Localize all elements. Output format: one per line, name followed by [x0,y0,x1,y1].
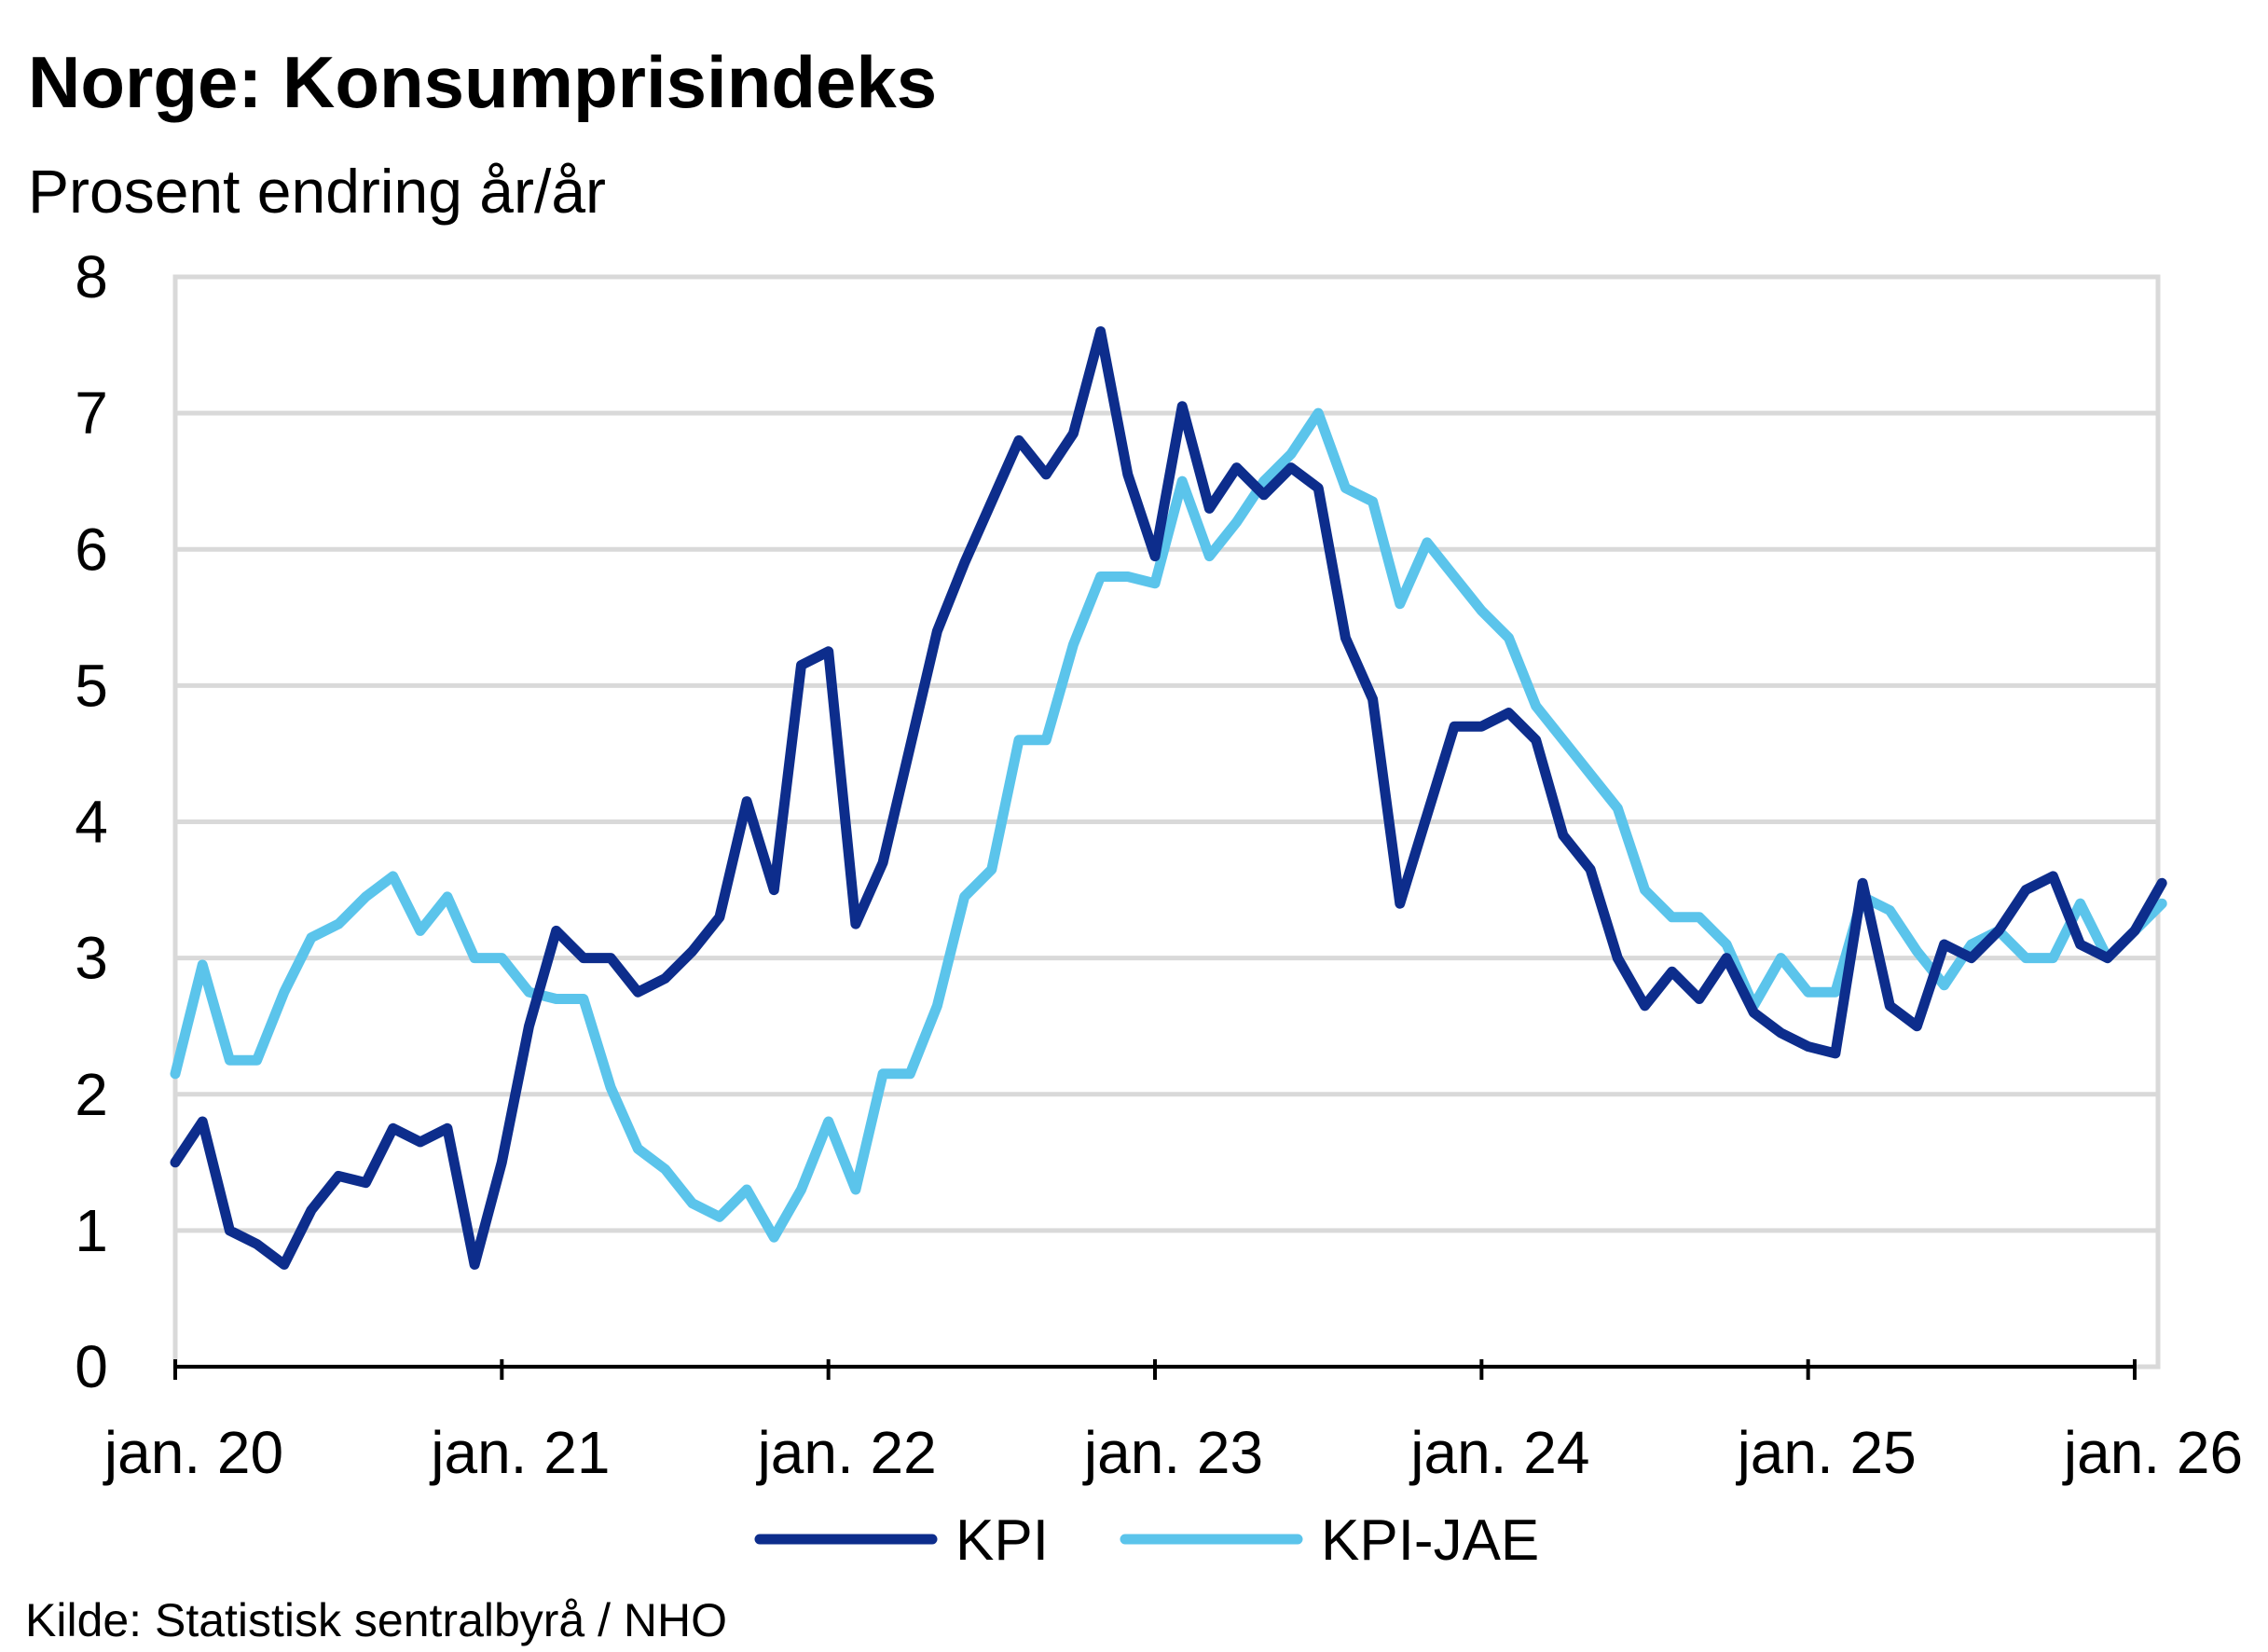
x-tick-label: jan. 22 [756,1419,937,1486]
y-axis: 0 1 2 3 4 5 6 7 8 [75,243,108,1400]
x-axis: jan. 20 jan. 21 jan. 22 jan. 23 jan. 24 jan. … [103,1359,2243,1486]
y-tick-label: 5 [75,652,108,719]
source-note: Kilde: Statistisk sentralbyrå / NHO [25,1594,727,1646]
y-tick-label: 3 [75,925,108,992]
y-tick-label: 1 [75,1197,108,1264]
legend: KPI KPI-JAE [754,1508,1539,1573]
legend-label-kpi: KPI [955,1508,1049,1573]
series-line-kpi [170,326,2167,1270]
x-tick-label: jan. 26 [2062,1419,2243,1486]
y-tick-label: 4 [75,789,108,856]
y-tick-label: 8 [75,243,108,310]
y-tick-label: 7 [75,379,108,447]
chart-subtitle: Prosent endring år/år [28,157,606,226]
x-tick-label: jan. 25 [1736,1419,1917,1486]
legend-label-kpi-jae: KPI-JAE [1321,1508,1539,1573]
x-tick-label: jan. 23 [1082,1419,1263,1486]
series-group [170,326,2167,1270]
x-tick-label: jan. 24 [1409,1419,1589,1486]
x-tick-label: jan. 20 [103,1419,283,1486]
y-tick-label: 0 [75,1333,108,1400]
x-tick-label: jan. 21 [429,1419,610,1486]
series-line-kpi-jae [170,407,2167,1243]
y-tick-label: 2 [75,1061,108,1128]
y-tick-label: 6 [75,516,108,583]
chart-title: Norge: Konsumprisindeks [28,41,937,123]
